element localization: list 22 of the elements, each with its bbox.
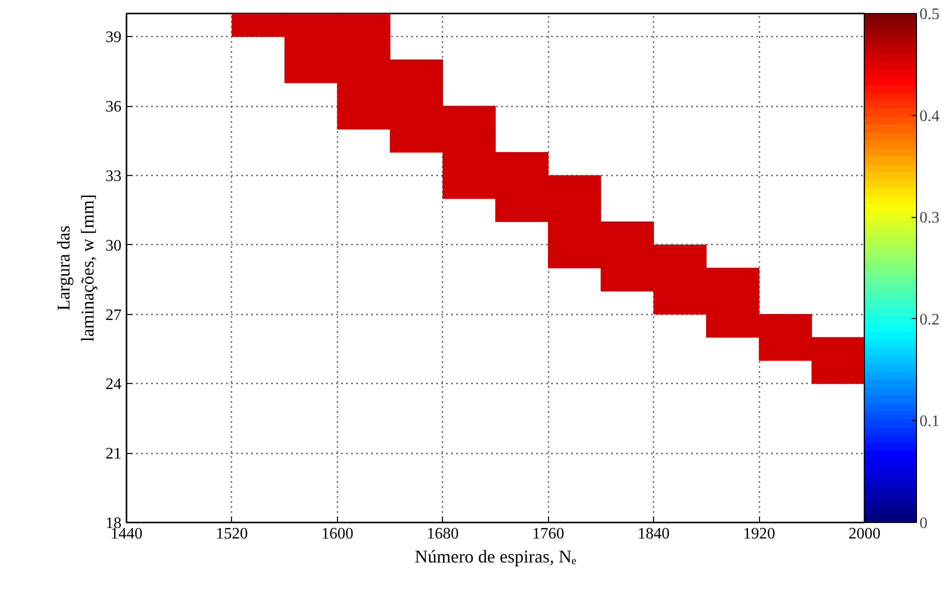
color-bar-label: 0.4 (920, 108, 940, 125)
x-tick-label: 2000 (848, 526, 880, 542)
color-bar-label: 0.5 (920, 6, 940, 23)
y-tick-label: 36 (106, 98, 122, 116)
x-axis-title: Número de espiras, Nₑ (414, 546, 577, 566)
x-tick-label: 1680 (426, 526, 459, 542)
x-tick-label: 1520 (216, 526, 248, 542)
y-tick-label: 21 (106, 446, 122, 463)
y-axis-title: Largura das laminações, w [mm] (54, 194, 98, 342)
color-bar-label: 0.3 (920, 210, 940, 227)
y-tick-label: 33 (106, 168, 122, 185)
x-tick-label: 1920 (743, 526, 776, 542)
x-tick-label: 1760 (532, 526, 564, 542)
y-tick-label: 24 (106, 376, 122, 394)
y-tick-label: 27 (106, 306, 122, 324)
color-bar-label: 0 (920, 515, 928, 532)
color-bar-label: 0.1 (920, 413, 940, 430)
y-tick-label: 39 (106, 29, 122, 46)
y-tick-label: 30 (106, 237, 122, 254)
color-bar-label: 0.2 (920, 311, 940, 328)
x-tick-label: 1840 (638, 526, 670, 542)
x-tick-label: 1600 (321, 526, 354, 542)
